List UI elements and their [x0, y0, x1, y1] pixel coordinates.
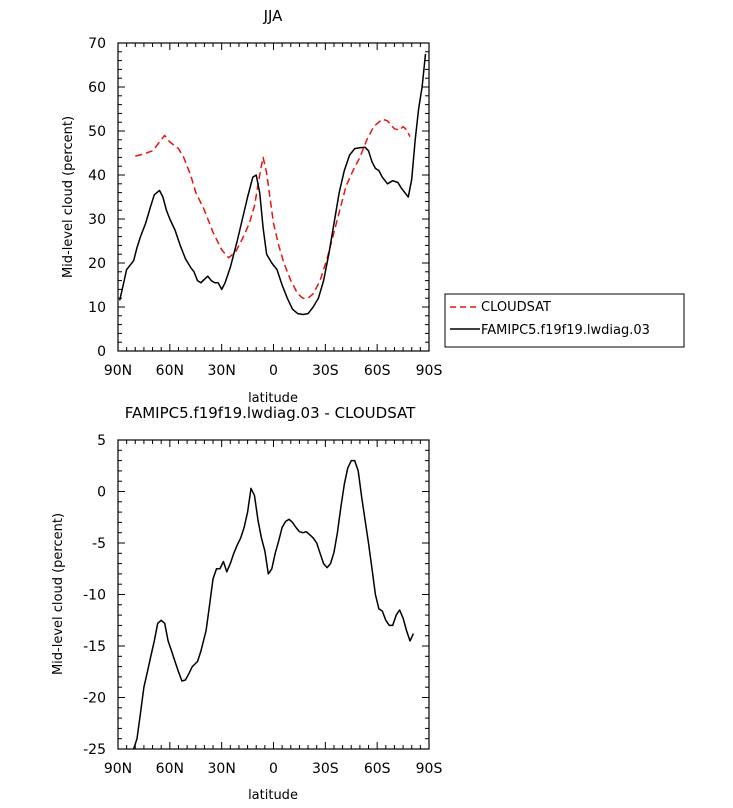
bottom-y-tick-label: -10 — [83, 588, 106, 604]
top-y-tick-label: 40 — [88, 168, 106, 184]
top-axis-ticks: 0 10 20 30 40 50 60 70 90N 60N 30N 0 30S 60S 90S — [88, 36, 442, 379]
bottom-y-tick-label: 5 — [97, 433, 106, 449]
bottom-axis-ticks: -25 -20 -15 -10 -5 0 5 90N 60N 30N 0 30S 60S 90S — [83, 433, 442, 777]
bottom-x-tick-label: 90S — [416, 761, 443, 777]
top-x-tick-label: 60S — [364, 363, 391, 379]
bottom-series-lines — [132, 459, 415, 750]
top-chart-title: JJA — [263, 7, 284, 25]
top-y-tick-label: 70 — [88, 36, 106, 52]
bottom-x-axis-label: latitude — [248, 788, 298, 803]
bottom-x-tick-label: 0 — [269, 761, 278, 777]
bottom-x-tick-label: 60S — [364, 761, 391, 777]
bottom-chart-title: FAMIPC5.f19f19.lwdiag.03 - CLOUDSAT — [125, 404, 416, 422]
top-y-tick-label: 30 — [88, 212, 106, 228]
bottom-y-tick-label: -5 — [92, 536, 106, 552]
legend-label-famipc5: FAMIPC5.f19f19.lwdiag.03 — [481, 323, 650, 338]
bottom-x-tick-label: 90N — [104, 761, 132, 777]
top-series-line-1 — [118, 53, 427, 316]
top-series-line-0 — [135, 118, 411, 299]
legend: CLOUDSAT FAMIPC5.f19f19.lwdiag.03 — [444, 293, 685, 348]
top-y-tick-label: 60 — [88, 80, 106, 96]
bottom-x-tick-label: 30N — [208, 761, 236, 777]
top-y-tick-label: 10 — [88, 300, 106, 316]
bottom-plot-frame — [117, 439, 430, 750]
legend-label-cloudsat: CLOUDSAT — [481, 300, 551, 315]
bottom-y-tick-label: -25 — [83, 742, 106, 758]
bottom-x-tick-label: 30S — [312, 761, 339, 777]
top-y-tick-label: 50 — [88, 124, 106, 140]
legend-box — [444, 293, 685, 348]
bottom-y-tick-label: -15 — [83, 639, 106, 655]
bottom-y-axis-label: Mid-level cloud (percent) — [51, 513, 66, 675]
top-y-axis-label: Mid-level cloud (percent) — [61, 116, 76, 278]
top-x-tick-label: 60N — [156, 363, 184, 379]
top-plot-frame — [117, 42, 430, 352]
top-y-tick-label: 0 — [97, 344, 106, 360]
top-x-axis-label: latitude — [248, 391, 298, 406]
bottom-y-tick-label: -20 — [83, 691, 106, 707]
bottom-series-line-0 — [132, 459, 415, 750]
top-chart-panel: JJA 0 10 20 30 40 50 60 70 90N 60N 30N 0 30S 60S 90S l… — [61, 7, 442, 406]
top-x-tick-label: 30N — [208, 363, 236, 379]
top-y-tick-label: 20 — [88, 256, 106, 272]
bottom-chart-panel: FAMIPC5.f19f19.lwdiag.03 - CLOUDSAT -25-… — [51, 404, 442, 803]
top-x-tick-label: 30S — [312, 363, 339, 379]
bottom-y-tick-label: 0 — [97, 485, 106, 501]
top-x-tick-label: 0 — [269, 363, 278, 379]
top-x-tick-label: 90N — [104, 363, 132, 379]
bottom-x-tick-label: 60N — [156, 761, 184, 777]
top-series-lines — [118, 53, 427, 316]
top-x-tick-label: 90S — [416, 363, 443, 379]
